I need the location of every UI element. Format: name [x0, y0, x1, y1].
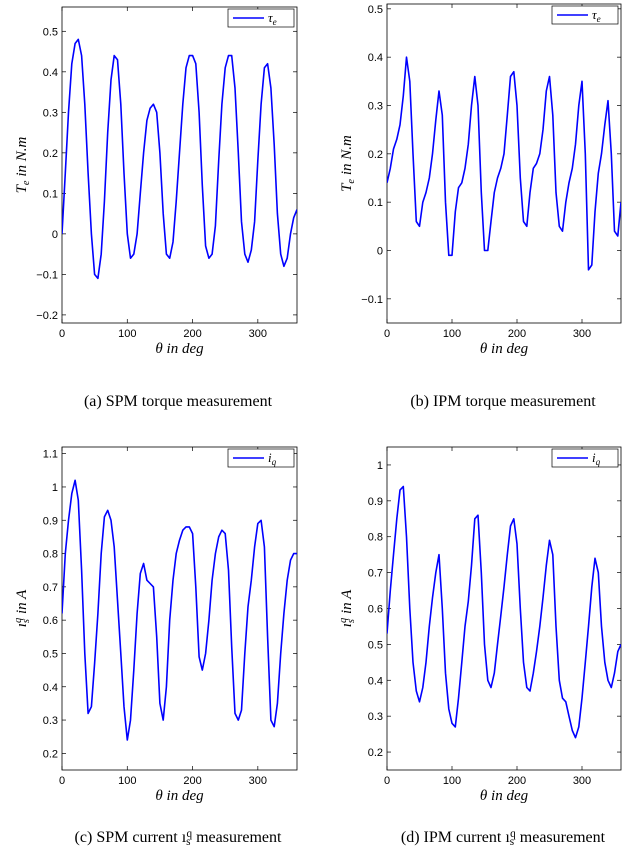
y-tick-label: 0.6	[43, 615, 58, 627]
y-tick-label: 0.8	[368, 532, 383, 544]
x-tick-label: 0	[384, 775, 390, 787]
y-tick-label: 0.1	[43, 188, 58, 200]
y-tick-label: 0.4	[43, 682, 58, 694]
legend-label: τe	[592, 7, 601, 24]
legend: iq	[551, 448, 619, 468]
x-tick-label: 200	[183, 775, 201, 787]
chart-panel-3: 0 100 200 300 0.2 0.3 0.4 0.5 0.6 0.7 0.8 0.9 1 1.1 iq…	[13, 446, 298, 848]
y-tick-label: 0.9	[368, 496, 383, 508]
legend-label: iq	[592, 450, 601, 467]
x-axis-label: θ in deg	[480, 341, 529, 357]
y-tick-label: 0.2	[43, 148, 58, 160]
chart-panel-1: 0 100 200 300 −0.2 −0.1 0 0.1 0.2 0.3 0.4 0.5 τe θ in…	[14, 6, 298, 410]
legend: iq	[227, 448, 295, 468]
y-tick-label: 0	[52, 229, 58, 241]
chart-panel-4: 0 100 200 300 0.2 0.3 0.4 0.5 0.6 0.7 0.8 0.9 1 iq θ i…	[338, 446, 622, 848]
y-tick-label: 0.7	[43, 582, 58, 594]
y-tick-label: 0.6	[368, 604, 383, 616]
legend: τe	[551, 5, 619, 25]
figure-caption: (b) IPM torque measurement	[410, 393, 596, 410]
x-tick-label: 100	[443, 775, 461, 787]
plot-frame	[386, 3, 622, 324]
x-axis-label: θ in deg	[480, 788, 529, 804]
y-tick-label: 0.2	[368, 747, 383, 759]
y-tick-label: 0.4	[43, 67, 58, 79]
y-tick-label: 1	[52, 482, 58, 494]
plot-frame	[61, 6, 298, 324]
chart-panel-2: 0 100 200 300 −0.1 0 0.1 0.2 0.3 0.4 0.5 τe θ in deg…	[339, 3, 622, 410]
y-tick-label: 0.7	[368, 568, 383, 580]
y-tick-label: 1.1	[43, 449, 58, 461]
y-axis-label: ısq in A	[13, 589, 32, 627]
y-tick-label: 0	[377, 246, 383, 258]
plot-frame	[61, 446, 298, 771]
x-tick-label: 0	[384, 328, 390, 340]
figure-caption: (d) IPM current ısq measurement	[401, 828, 606, 848]
plot-frame	[386, 446, 622, 771]
y-tick-label: 0.3	[43, 107, 58, 119]
legend: τe	[227, 8, 295, 28]
y-tick-label: 0.3	[43, 715, 58, 727]
x-tick-label: 200	[508, 328, 526, 340]
x-tick-label: 300	[573, 775, 591, 787]
y-tick-label: 0.8	[43, 549, 58, 561]
figure-caption: (c) SPM current ısq measurement	[75, 828, 282, 848]
y-tick-label: 0.5	[368, 639, 383, 651]
y-tick-label: −0.2	[36, 310, 58, 322]
x-tick-label: 300	[249, 775, 267, 787]
legend-label: τe	[268, 10, 277, 27]
x-tick-label: 0	[59, 775, 65, 787]
y-tick-label: 0.3	[368, 711, 383, 723]
x-tick-label: 200	[508, 775, 526, 787]
y-tick-label: −0.1	[361, 294, 383, 306]
figure-caption: (a) SPM torque measurement	[84, 393, 273, 410]
x-tick-label: 100	[118, 328, 136, 340]
series-line	[62, 38, 297, 280]
y-axis-label: ısq in A	[338, 589, 357, 627]
y-tick-label: 0.4	[368, 52, 383, 64]
x-tick-label: 300	[573, 328, 591, 340]
y-axis-label: Te in N.m	[14, 136, 32, 193]
y-tick-label: −0.1	[36, 269, 58, 281]
x-tick-label: 200	[183, 328, 201, 340]
y-tick-label: 0.9	[43, 515, 58, 527]
y-tick-label: 1	[377, 460, 383, 472]
x-axis-label: θ in deg	[155, 788, 204, 804]
y-tick-label: 0.4	[368, 675, 383, 687]
y-tick-label: 0.1	[368, 197, 383, 209]
y-tick-label: 0.5	[43, 26, 58, 38]
y-tick-label: 0.3	[368, 101, 383, 113]
y-axis-label: Te in N.m	[339, 135, 357, 192]
x-tick-label: 100	[443, 328, 461, 340]
x-axis-label: θ in deg	[155, 341, 204, 357]
y-tick-label: 0.5	[368, 4, 383, 16]
series-line	[387, 485, 621, 739]
x-tick-label: 0	[59, 328, 65, 340]
series-line	[387, 56, 621, 271]
y-tick-label: 0.5	[43, 648, 58, 660]
y-tick-label: 0.2	[43, 748, 58, 760]
y-tick-label: 0.2	[368, 149, 383, 161]
x-tick-label: 300	[249, 328, 267, 340]
x-tick-label: 100	[118, 775, 136, 787]
series-line	[62, 479, 297, 741]
legend-label: iq	[268, 450, 277, 467]
